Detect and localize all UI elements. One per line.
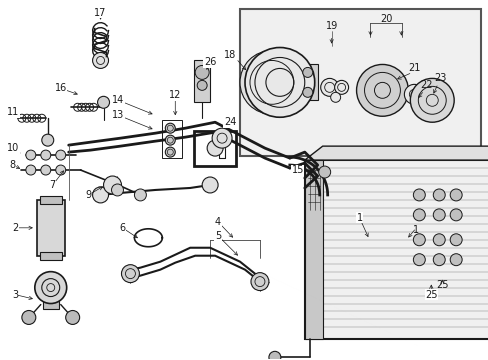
Circle shape [268, 351, 280, 360]
Bar [194, 131, 236, 166]
Polygon shape [304, 146, 488, 160]
Circle shape [334, 80, 348, 94]
Text: 12: 12 [169, 90, 181, 100]
Bar [194, 60, 210, 102]
Text: 22: 22 [419, 80, 432, 90]
Circle shape [165, 135, 175, 145]
Bar [40, 196, 61, 204]
Circle shape [318, 166, 330, 178]
Text: 17: 17 [94, 8, 106, 18]
Bar [162, 120, 182, 158]
Text: 26: 26 [203, 58, 216, 67]
Text: 19: 19 [325, 21, 337, 31]
Text: 5: 5 [215, 231, 221, 241]
Circle shape [250, 273, 268, 291]
Bar [304, 160, 488, 339]
Circle shape [432, 209, 444, 221]
Circle shape [103, 176, 121, 194]
Text: 10: 10 [7, 143, 19, 153]
Text: 3: 3 [12, 289, 18, 300]
Text: 20: 20 [380, 14, 392, 24]
Circle shape [244, 48, 314, 117]
Bar [299, 64, 317, 100]
Text: 7: 7 [49, 180, 56, 190]
Bar [240, 9, 480, 156]
Circle shape [41, 134, 54, 146]
Circle shape [449, 234, 461, 246]
Circle shape [412, 209, 425, 221]
Circle shape [98, 96, 109, 108]
Circle shape [26, 150, 36, 160]
Circle shape [432, 254, 444, 266]
Circle shape [111, 184, 123, 196]
Circle shape [356, 64, 407, 116]
Text: 4: 4 [215, 217, 221, 227]
Circle shape [165, 123, 175, 133]
Circle shape [409, 78, 453, 122]
Circle shape [207, 140, 223, 156]
Text: 6: 6 [119, 223, 125, 233]
Text: 25: 25 [435, 280, 447, 289]
Text: 24: 24 [224, 117, 236, 127]
Text: 18: 18 [224, 50, 236, 60]
Bar [40, 252, 61, 260]
Text: 14: 14 [112, 95, 124, 105]
Circle shape [302, 87, 312, 97]
Circle shape [41, 165, 51, 175]
Circle shape [412, 254, 425, 266]
Text: 15: 15 [292, 167, 304, 177]
Circle shape [202, 177, 218, 193]
Text: 9: 9 [85, 190, 91, 200]
Bar [37, 200, 64, 256]
Circle shape [92, 187, 108, 203]
Circle shape [197, 80, 207, 90]
Circle shape [65, 310, 80, 324]
Circle shape [404, 84, 424, 104]
Circle shape [195, 66, 209, 80]
Circle shape [165, 147, 175, 157]
Circle shape [302, 67, 312, 77]
Bar [413, 183, 424, 189]
Text: 2: 2 [12, 223, 18, 233]
Circle shape [56, 165, 65, 175]
Circle shape [412, 189, 425, 201]
Text: 25: 25 [424, 289, 437, 300]
Circle shape [449, 189, 461, 201]
Text: 16: 16 [55, 84, 67, 93]
Bar [42, 300, 59, 310]
Text: 11: 11 [7, 107, 19, 117]
Text: 21: 21 [407, 63, 420, 73]
Circle shape [121, 265, 139, 283]
Circle shape [330, 92, 340, 102]
Circle shape [412, 234, 425, 246]
Bar [408, 180, 463, 270]
Circle shape [449, 209, 461, 221]
Circle shape [41, 150, 51, 160]
Text: 15: 15 [291, 165, 304, 175]
Bar [318, 167, 332, 177]
Text: 23: 23 [433, 73, 446, 84]
Circle shape [22, 310, 36, 324]
Circle shape [134, 189, 146, 201]
Circle shape [432, 234, 444, 246]
Circle shape [212, 128, 232, 148]
Circle shape [26, 165, 36, 175]
Circle shape [56, 150, 65, 160]
Circle shape [240, 50, 303, 114]
Circle shape [320, 78, 338, 96]
Text: 8: 8 [10, 160, 16, 170]
Text: 1: 1 [412, 225, 419, 235]
Circle shape [92, 53, 108, 68]
Text: 1: 1 [356, 213, 362, 223]
Circle shape [449, 254, 461, 266]
Circle shape [35, 272, 66, 303]
Bar [304, 160, 322, 339]
Circle shape [432, 189, 444, 201]
Text: 13: 13 [112, 110, 124, 120]
